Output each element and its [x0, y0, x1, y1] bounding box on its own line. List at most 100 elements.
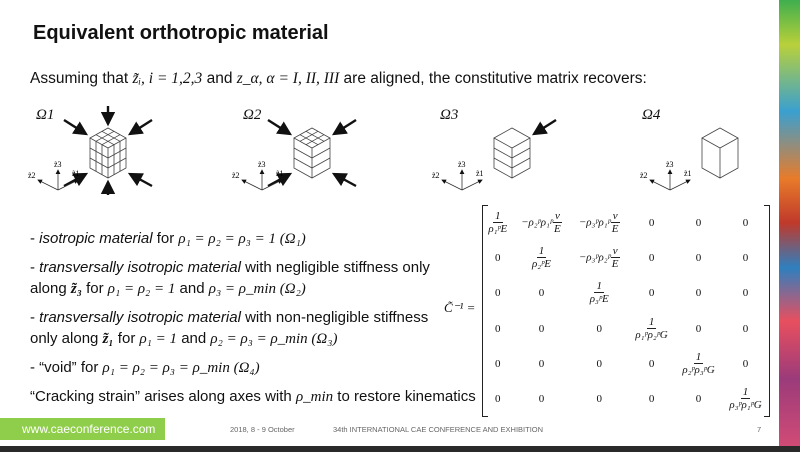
load-arrow-icon	[531, 118, 557, 136]
fraction: 1 ρ₂ᵖE	[532, 245, 551, 271]
axis-label-z3: z̃3	[666, 160, 674, 169]
matrix-row: 1 ρ₁ᵖE −ρ₂ᵖρ₁ᵖ ν E −ρ₃ᵖρ₁ᵖ ν E 0 0 0	[483, 205, 769, 240]
matrix-label: C̃⁻¹ =	[444, 300, 476, 315]
dash: -	[30, 259, 40, 276]
intro-text-1: Assuming that	[30, 70, 133, 87]
cube-1	[89, 127, 127, 179]
axis-label-z2: z̃2	[232, 171, 240, 180]
matrix-cell: 0	[648, 287, 655, 300]
bullet-math: ρ₁ = ρ₂ = 1	[107, 281, 176, 297]
matrix-cell: 0	[695, 287, 702, 300]
bullet-text: for	[152, 230, 179, 247]
matrix-cell: 0	[495, 251, 501, 264]
axis-label-z1: z̃1	[684, 169, 692, 178]
bullet-term: transversally isotropic material	[39, 309, 241, 326]
omega-4-label: Ω4	[642, 107, 661, 123]
denominator: ρ₁ᵖE	[488, 222, 508, 235]
matrix-cell: 0	[695, 251, 702, 264]
bullet-text: for	[113, 330, 140, 347]
footer-date: 2018, 8 - 9 October	[230, 425, 295, 434]
axis-z1-arrow	[57, 179, 79, 191]
matrix-cell: 0	[596, 322, 602, 335]
denominator: ρ₂ᵖE	[532, 257, 551, 270]
denominator: E	[554, 222, 561, 235]
numerator: 1	[740, 386, 751, 400]
axis-z2-arrow	[37, 179, 59, 191]
matrix-cell: 0	[596, 357, 602, 370]
axis-label-z2: z̃2	[640, 171, 648, 180]
matrix-cell: 0	[538, 322, 545, 335]
cell-prefix: −ρ₂ᵖρ₁ᵖ	[521, 216, 553, 229]
matrix-cell: 0	[495, 393, 501, 406]
matrix-cell: 0	[648, 216, 655, 229]
matrix-cell: 0	[538, 287, 545, 300]
bullet-text: and	[177, 330, 211, 347]
load-arrow-icon	[331, 172, 357, 188]
matrix-cell: 0	[648, 393, 655, 406]
intro-text-2: and	[202, 70, 237, 87]
intro-text: Assuming that z̃ᵢ, i = 1,2,3 and z_α, α …	[30, 70, 647, 88]
matrix-cell: 0	[742, 216, 749, 229]
numerator: 1	[594, 280, 604, 294]
dash: -	[30, 359, 40, 376]
intro-math-1: z̃ᵢ, i = 1,2,3	[132, 70, 203, 87]
bullet-math: ρ₁ = ρ₂ = ρ₃ = ρ_min (Ω₄)	[102, 360, 260, 376]
footer-event: 34th INTERNATIONAL CAE CONFERENCE AND EX…	[333, 425, 544, 434]
fraction: 1 ρ₃ᵖρ₁ᵖG	[729, 386, 761, 412]
matrix-cell: 1 ρ₁ᵖρ₂ᵖG	[628, 311, 675, 346]
load-arrow-icon	[267, 118, 293, 136]
cube-2	[293, 127, 331, 179]
bullet-text: for	[76, 359, 103, 376]
compliance-matrix: 1 ρ₁ᵖE −ρ₂ᵖρ₁ᵖ ν E −ρ₃ᵖρ₁ᵖ ν E 0 0 0 0 1 ρ₂ᵖE −ρ₃ᵖρ₂ᵖ ν…	[482, 205, 770, 417]
matrix-cell: 0	[538, 393, 545, 406]
load-arrow-icon	[63, 118, 89, 136]
load-arrow-icon	[127, 118, 153, 136]
bullet-transversal-negligible: - transversally isotropic material with …	[30, 257, 435, 300]
fraction: 1 ρ₂ᵖρ₃ᵖG	[682, 351, 714, 377]
cracking-strain-note: “Cracking strain” arises along axes with…	[30, 388, 476, 406]
matrix-cell: 0	[742, 322, 749, 335]
omega-2-label: Ω2	[243, 107, 262, 123]
bullet-text: and	[175, 280, 209, 297]
matrix-cell: −ρ₃ᵖρ₂ᵖ ν E	[570, 240, 628, 275]
footer-website-link[interactable]: www.caeconference.com	[0, 418, 165, 440]
intro-math-2: z_α, α = I, II, III	[236, 70, 340, 87]
matrix-row: 0 0 0 1 ρ₁ᵖρ₂ᵖG 0 0	[483, 311, 769, 346]
matrix-cell: 1 ρ₃ᵖE	[570, 276, 628, 311]
matrix-cell: 0	[596, 393, 602, 406]
matrix-row: 0 0 0 0 0 1 ρ₃ᵖρ₁ᵖG	[483, 382, 769, 417]
axis-z1-arrow	[669, 179, 691, 191]
cell-prefix: −ρ₃ᵖρ₁ᵖ	[578, 216, 611, 229]
matrix-row: 0 1 ρ₂ᵖE −ρ₃ᵖρ₂ᵖ ν E 0 0 0	[483, 240, 769, 275]
matrix-cell: 0	[742, 357, 749, 370]
matrix-cell: 0	[695, 393, 702, 406]
matrix-cell: 0	[495, 357, 501, 370]
matrix-cell: 1 ρ₂ᵖρ₃ᵖG	[675, 346, 722, 381]
bullet-math: z̃₃	[70, 281, 82, 297]
axis-label-z1: z̃1	[476, 169, 484, 178]
fraction: 1 ρ₁ᵖE	[488, 210, 507, 236]
note-math: ρ_min	[295, 389, 334, 405]
bullet-text: with non-negligible stiffness only along	[30, 309, 429, 347]
bullet-text: with negligible stiffness only along	[30, 259, 430, 297]
fraction: 1 ρ₃ᵖE	[590, 280, 609, 306]
cube-3	[493, 127, 531, 179]
numerator: 1	[693, 350, 704, 364]
numerator: 1	[646, 315, 657, 329]
bullet-list: - isotropic material for ρ₁ = ρ₂ = ρ₃ = …	[30, 228, 435, 386]
dash: -	[30, 309, 40, 326]
intro-text-3: are aligned, the constitutive matrix rec…	[339, 70, 647, 87]
matrix-cell: 0	[538, 357, 545, 370]
bullet-math: z̃₁	[102, 331, 114, 347]
denominator: E	[611, 257, 619, 270]
bullet-term: transversally isotropic material	[39, 259, 241, 276]
denominator: ρ₁ᵖρ₂ᵖG	[635, 328, 668, 341]
matrix-row: 0 0 1 ρ₃ᵖE 0 0 0	[483, 276, 769, 311]
bullet-math: ρ₂ = ρ₃ = ρ_min (Ω₃)	[210, 331, 338, 347]
page-number: 7	[757, 425, 762, 434]
numerator: ν	[610, 244, 620, 258]
dash: -	[30, 230, 40, 247]
matrix-row: 0 0 0 0 1 ρ₂ᵖρ₃ᵖG 0	[483, 346, 769, 381]
axis-label-z1: z̃1	[72, 169, 80, 178]
